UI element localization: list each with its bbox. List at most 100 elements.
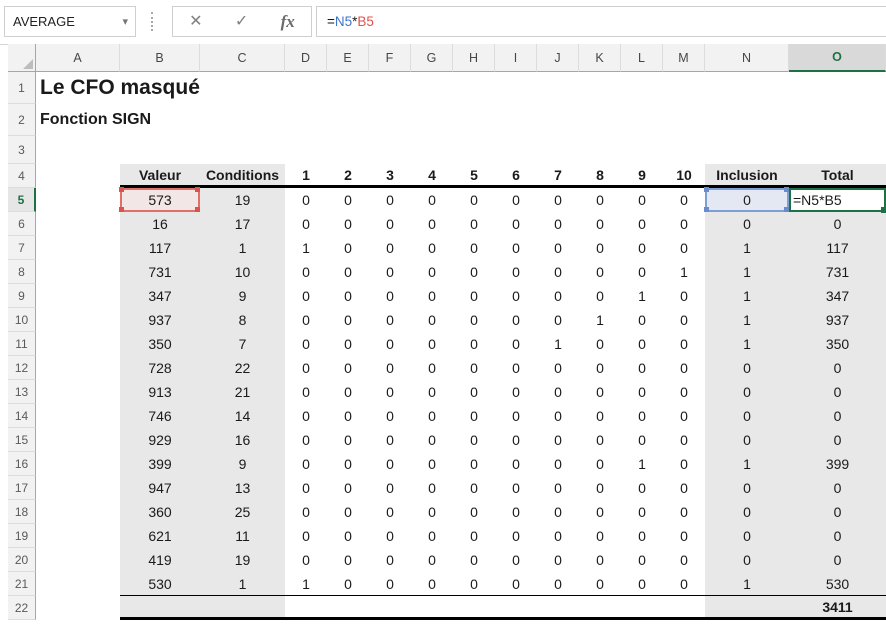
cell-M15[interactable]: 0 — [663, 428, 705, 452]
cell-H17[interactable]: 0 — [453, 476, 495, 500]
cell-L11[interactable]: 0 — [621, 332, 663, 356]
cell-L7[interactable]: 0 — [621, 236, 663, 260]
cell-B16[interactable]: 399 — [120, 452, 200, 476]
cell-L9[interactable]: 1 — [621, 284, 663, 308]
cell-J22[interactable] — [537, 596, 579, 620]
cell-K22[interactable] — [579, 596, 621, 620]
cell-F8[interactable]: 0 — [369, 260, 411, 284]
cell-C20[interactable]: 19 — [200, 548, 285, 572]
cell-H15[interactable]: 0 — [453, 428, 495, 452]
cell-C10[interactable]: 8 — [200, 308, 285, 332]
cell-J5[interactable]: 0 — [537, 188, 579, 212]
cell-O18[interactable]: 0 — [789, 500, 886, 524]
cell-J4[interactable]: 7 — [537, 164, 579, 188]
cell-F13[interactable]: 0 — [369, 380, 411, 404]
cell-O8[interactable]: 731 — [789, 260, 886, 284]
cell-F19[interactable]: 0 — [369, 524, 411, 548]
cell-E10[interactable]: 0 — [327, 308, 369, 332]
cell-N13[interactable]: 0 — [705, 380, 789, 404]
row-header-22[interactable]: 22 — [8, 596, 36, 620]
cell-G6[interactable]: 0 — [411, 212, 453, 236]
cell-D14[interactable]: 0 — [285, 404, 327, 428]
cell-N10[interactable]: 1 — [705, 308, 789, 332]
cell-F6[interactable]: 0 — [369, 212, 411, 236]
cell-O22[interactable]: 3411 — [789, 596, 886, 620]
col-header-F[interactable]: F — [369, 44, 411, 72]
cell-I22[interactable] — [495, 596, 537, 620]
cell-J18[interactable]: 0 — [537, 500, 579, 524]
cell-J13[interactable]: 0 — [537, 380, 579, 404]
cell-D4[interactable]: 1 — [285, 164, 327, 188]
cell-M21[interactable]: 0 — [663, 572, 705, 596]
cell-K4[interactable]: 8 — [579, 164, 621, 188]
cell-E11[interactable]: 0 — [327, 332, 369, 356]
cell-M22[interactable] — [663, 596, 705, 620]
cell-H22[interactable] — [453, 596, 495, 620]
cell-G7[interactable]: 0 — [411, 236, 453, 260]
cell-C12[interactable]: 22 — [200, 356, 285, 380]
cell-E19[interactable]: 0 — [327, 524, 369, 548]
cell-F21[interactable]: 0 — [369, 572, 411, 596]
cell-D18[interactable]: 0 — [285, 500, 327, 524]
cell-G19[interactable]: 0 — [411, 524, 453, 548]
cell-H10[interactable]: 0 — [453, 308, 495, 332]
cell-M12[interactable]: 0 — [663, 356, 705, 380]
cell-L16[interactable]: 1 — [621, 452, 663, 476]
row-header-13[interactable]: 13 — [8, 380, 36, 404]
cell-F4[interactable]: 3 — [369, 164, 411, 188]
cell-N20[interactable]: 0 — [705, 548, 789, 572]
cell-K15[interactable]: 0 — [579, 428, 621, 452]
cell-O20[interactable]: 0 — [789, 548, 886, 572]
cell-N15[interactable]: 0 — [705, 428, 789, 452]
cell-K17[interactable]: 0 — [579, 476, 621, 500]
cell-H13[interactable]: 0 — [453, 380, 495, 404]
cell-H20[interactable]: 0 — [453, 548, 495, 572]
cell-N6[interactable]: 0 — [705, 212, 789, 236]
cell-I14[interactable]: 0 — [495, 404, 537, 428]
cell-B19[interactable]: 621 — [120, 524, 200, 548]
cell-M18[interactable]: 0 — [663, 500, 705, 524]
cell-E22[interactable] — [327, 596, 369, 620]
col-header-O[interactable]: O — [789, 44, 886, 72]
cell-D15[interactable]: 0 — [285, 428, 327, 452]
cell-C18[interactable]: 25 — [200, 500, 285, 524]
row-header-19[interactable]: 19 — [8, 524, 36, 548]
cell-E15[interactable]: 0 — [327, 428, 369, 452]
cell-N17[interactable]: 0 — [705, 476, 789, 500]
cell-N4[interactable]: Inclusion — [705, 164, 789, 188]
cell-K8[interactable]: 0 — [579, 260, 621, 284]
cell-L22[interactable] — [621, 596, 663, 620]
cell-I9[interactable]: 0 — [495, 284, 537, 308]
cell-K11[interactable]: 0 — [579, 332, 621, 356]
cell-O5[interactable]: =N5*B5 — [789, 188, 886, 213]
cell-C15[interactable]: 16 — [200, 428, 285, 452]
cell-B7[interactable]: 117 — [120, 236, 200, 260]
cell-I11[interactable]: 0 — [495, 332, 537, 356]
cell-H16[interactable]: 0 — [453, 452, 495, 476]
cell-L8[interactable]: 0 — [621, 260, 663, 284]
cell-D11[interactable]: 0 — [285, 332, 327, 356]
name-box[interactable]: AVERAGE ▾ — [4, 6, 136, 37]
cell-D6[interactable]: 0 — [285, 212, 327, 236]
row-header-2[interactable]: 2 — [8, 104, 36, 136]
cell-C6[interactable]: 17 — [200, 212, 285, 236]
cell-B12[interactable]: 728 — [120, 356, 200, 380]
cell-E20[interactable]: 0 — [327, 548, 369, 572]
cell-N7[interactable]: 1 — [705, 236, 789, 260]
col-header-M[interactable]: M — [663, 44, 705, 72]
cell-D8[interactable]: 0 — [285, 260, 327, 284]
row-header-18[interactable]: 18 — [8, 500, 36, 524]
cell-L18[interactable]: 0 — [621, 500, 663, 524]
cell-B18[interactable]: 360 — [120, 500, 200, 524]
cell-I4[interactable]: 6 — [495, 164, 537, 188]
col-header-G[interactable]: G — [411, 44, 453, 72]
cell-G8[interactable]: 0 — [411, 260, 453, 284]
cell-B9[interactable]: 347 — [120, 284, 200, 308]
cell-L20[interactable]: 0 — [621, 548, 663, 572]
cell-B20[interactable]: 419 — [120, 548, 200, 572]
cell-M6[interactable]: 0 — [663, 212, 705, 236]
cell-L5[interactable]: 0 — [621, 188, 663, 212]
cell-M14[interactable]: 0 — [663, 404, 705, 428]
col-header-B[interactable]: B — [120, 44, 200, 72]
cell-D22[interactable] — [285, 596, 327, 620]
